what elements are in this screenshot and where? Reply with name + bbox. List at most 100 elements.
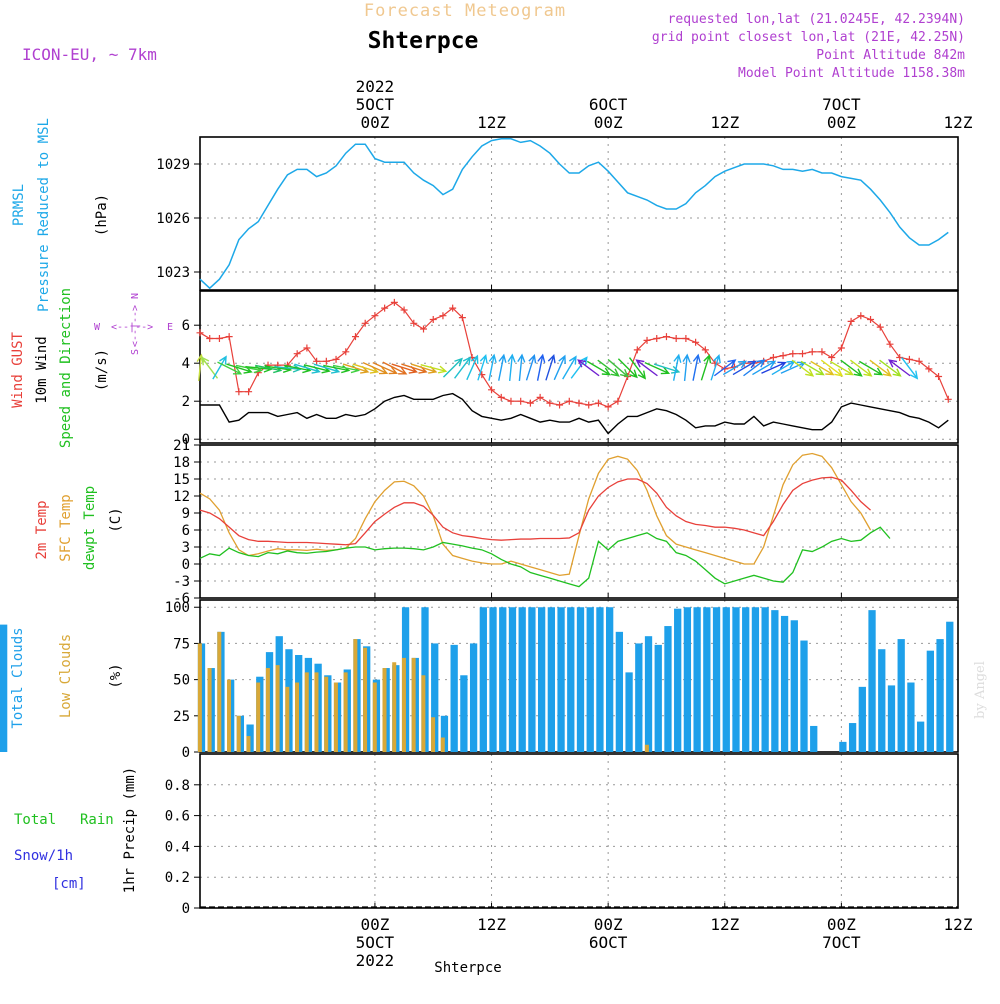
total-cloud-bar <box>0 624 8 752</box>
total-cloud-bar <box>800 640 808 752</box>
y-tick-label: 18 <box>173 455 190 471</box>
total-cloud-bar <box>780 615 789 752</box>
total-cloud-bar <box>635 643 643 752</box>
wind-direction-arrow <box>820 359 844 377</box>
total-cloud-bar <box>693 607 701 752</box>
total-cloud-bar <box>479 607 487 752</box>
wind-gust-marker <box>293 350 301 358</box>
wind-direction-arrow <box>420 363 448 374</box>
total-cloud-bar <box>810 725 818 752</box>
wind-gust-marker <box>633 346 641 354</box>
wind-label-unit: (m/s) <box>94 349 110 391</box>
total-cloud-bar <box>508 607 517 752</box>
low-cloud-bar <box>411 657 416 752</box>
low-cloud-bar <box>382 668 387 752</box>
y-tick-label: 50 <box>173 673 190 689</box>
bottom-time-label: 00Z <box>594 915 623 934</box>
wind-direction-arrow <box>829 360 854 376</box>
total-cloud-bar <box>848 723 857 752</box>
wind-gust-marker <box>507 397 515 405</box>
pressure-label-unit: (hPa) <box>94 194 110 236</box>
wind-direction-arrow <box>901 357 919 380</box>
wind-gust-marker <box>915 357 923 365</box>
total-cloud-bar <box>431 643 439 752</box>
precip-label-unit: 1hr Precip (mm) <box>122 767 138 893</box>
wind-direction-arrow <box>869 359 892 377</box>
wind-gust-marker <box>614 397 622 405</box>
total-cloud-bar <box>897 639 905 752</box>
y-tick-label: 100 <box>165 600 190 616</box>
compass-s: S <box>130 349 141 355</box>
low-cloud-bar <box>207 668 212 752</box>
wind-direction-arrow <box>217 361 243 375</box>
wind-direction-arrow <box>454 356 472 379</box>
compass-n: N <box>130 293 141 299</box>
wind-gust-marker <box>653 335 661 342</box>
y-tick-label: 0.2 <box>165 870 190 886</box>
y-tick-label: 15 <box>173 472 190 488</box>
wind-gust-marker <box>643 336 651 344</box>
wind-gust-marker <box>857 312 865 320</box>
bottom-time-label: 6OCT <box>589 933 628 952</box>
total-cloud-bar <box>868 610 876 752</box>
low-cloud-bar <box>324 676 329 752</box>
sfc-temp-line <box>199 452 872 576</box>
top-time-label: 12Z <box>710 113 739 132</box>
y-tick-label: 3 <box>182 540 190 556</box>
total-cloud-bar <box>926 650 934 752</box>
wind-direction-arrow <box>488 353 497 381</box>
total-cloud-bar <box>557 607 565 752</box>
low-cloud-bar <box>227 679 232 752</box>
wind-direction-arrow <box>692 353 701 381</box>
wind-gust-marker <box>662 333 670 341</box>
wind-gust-marker <box>225 333 233 341</box>
cloud-label-unit: (%) <box>108 663 124 688</box>
wind-direction-arrow <box>722 360 748 376</box>
wind-gust-marker <box>886 340 894 348</box>
y-tick-label: 21 <box>173 438 190 454</box>
wind-gust-marker <box>536 393 544 401</box>
total-cloud-bar <box>703 607 711 752</box>
wind-gust-marker <box>789 350 797 358</box>
total-cloud-bar <box>567 607 575 752</box>
wind-gust-marker <box>944 395 952 403</box>
total-cloud-bar <box>489 607 497 752</box>
total-cloud-bar <box>936 639 944 752</box>
total-cloud-bar <box>761 607 769 752</box>
compass-ns-axis: <--|--> <box>130 305 141 347</box>
low-cloud-bar <box>197 643 202 752</box>
total-cloud-bar <box>586 607 594 752</box>
low-cloud-bar <box>295 682 300 752</box>
low-cloud-bar <box>363 647 368 752</box>
top-time-label: 2022 <box>356 77 395 96</box>
temp-label-sfc: SFC Temp <box>58 494 74 561</box>
wind-gust-marker <box>682 335 690 342</box>
low-cloud-bar <box>314 672 319 752</box>
y-tick-label: 12 <box>173 489 190 505</box>
wind-gust-marker <box>497 393 505 401</box>
wind-direction-arrow <box>858 360 884 376</box>
pressure-labels: PRMSL Pressure Reduced to MSL (hPa) <box>11 118 110 312</box>
wind-direction-arrow <box>761 361 787 374</box>
wind-direction-arrow <box>888 359 911 377</box>
wind-gust-marker <box>449 304 457 312</box>
wind-direction-arrow <box>597 359 620 377</box>
wind-gust-marker <box>526 399 534 407</box>
total-cloud-bar <box>547 607 555 752</box>
y-tick-label: 6 <box>182 318 190 334</box>
low-cloud-bar <box>236 715 241 752</box>
wind-gust-marker <box>206 335 214 342</box>
bottom-time-label: 7OCT <box>822 933 861 952</box>
low-cloud-bar <box>372 682 377 752</box>
precip-label-snow: Snow/1h <box>14 848 73 864</box>
wind-direction-arrow <box>628 357 647 380</box>
wind-gust-marker <box>371 312 379 320</box>
top-time-label: 7OCT <box>822 95 861 114</box>
low-cloud-bar <box>440 737 445 752</box>
total-cloud-bar <box>674 608 682 752</box>
low-cloud-bar <box>217 631 222 752</box>
wind-labels: Wind GUST 10m Wind Speed and Direction (… <box>10 288 110 448</box>
low-cloud-bar <box>285 686 290 752</box>
